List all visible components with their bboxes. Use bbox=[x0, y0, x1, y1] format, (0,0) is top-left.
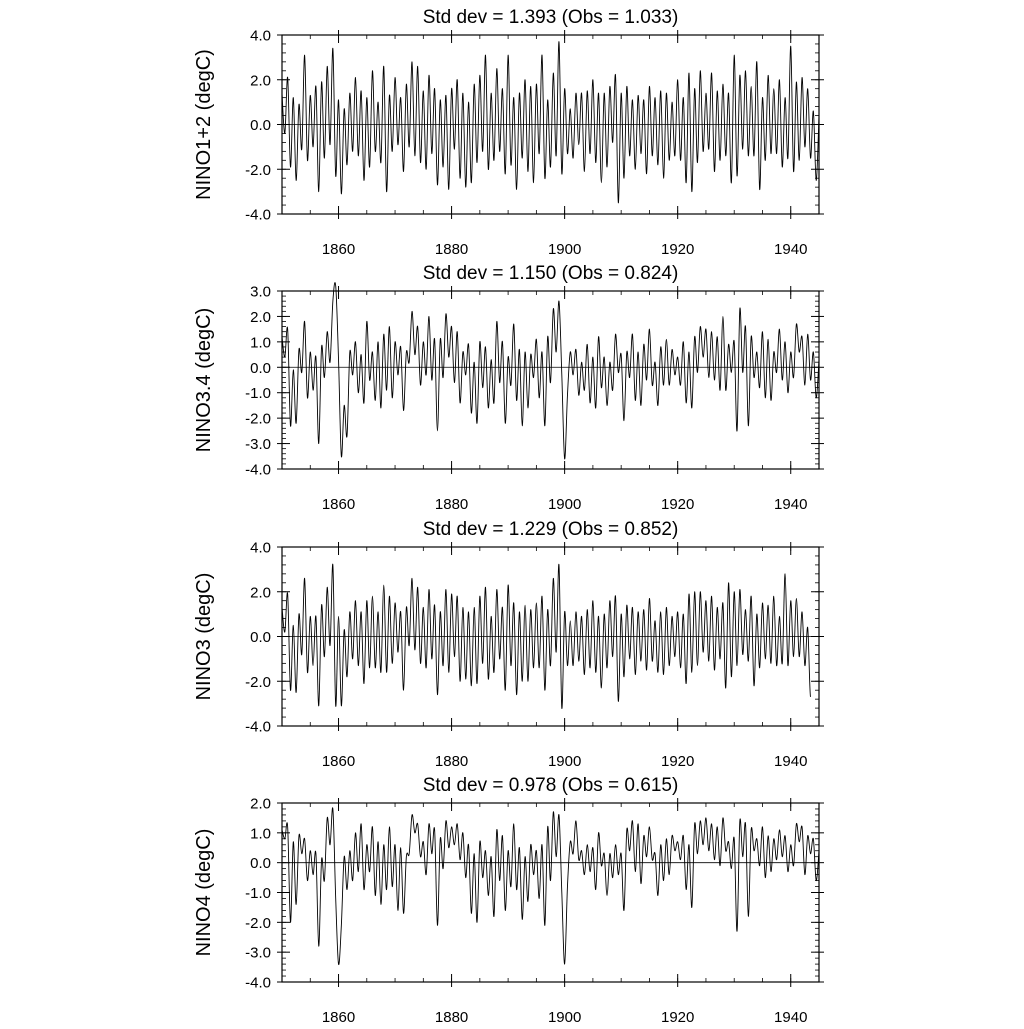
x-tick-label: 1860 bbox=[322, 496, 355, 513]
y-tick-label: -4.0 bbox=[245, 719, 271, 736]
x-tick-label: 1940 bbox=[774, 1009, 807, 1024]
y-tick-label: 2.0 bbox=[250, 309, 271, 326]
panel-title: Std dev = 1.393 (Obs = 1.033) bbox=[423, 7, 679, 28]
y-axis-label: NINO4 (degC) bbox=[193, 829, 215, 957]
series-line bbox=[281, 807, 820, 965]
x-tick-label: 1860 bbox=[322, 241, 355, 258]
y-tick-label: -2.0 bbox=[245, 411, 271, 428]
x-tick-label: 1900 bbox=[548, 1009, 581, 1024]
plot-frame bbox=[281, 546, 820, 727]
series-line bbox=[281, 281, 820, 460]
x-tick-label: 1860 bbox=[322, 1009, 355, 1024]
y-tick-label: -4.0 bbox=[245, 975, 271, 992]
y-tick-label: -4.0 bbox=[245, 207, 271, 224]
x-tick-label: 1940 bbox=[774, 753, 807, 770]
y-tick-label: -3.0 bbox=[245, 945, 271, 962]
y-tick-label: 0.0 bbox=[250, 360, 271, 377]
y-tick-label: -2.0 bbox=[245, 915, 271, 932]
x-tick-label: 1860 bbox=[322, 753, 355, 770]
y-tick-label: 1.0 bbox=[250, 825, 271, 842]
plot-frame bbox=[281, 802, 820, 983]
x-tick-label: 1920 bbox=[661, 1009, 694, 1024]
y-tick-label: -3.0 bbox=[245, 436, 271, 453]
x-tick-label: 1920 bbox=[661, 496, 694, 513]
x-tick-label: 1920 bbox=[661, 241, 694, 258]
chart-panel-4: Std dev = 0.978 (Obs = 0.615) NINO4 (degC… bbox=[193, 775, 824, 1026]
series-line bbox=[281, 41, 820, 204]
y-tick-label: -2.0 bbox=[245, 674, 271, 691]
x-tick-label: 1900 bbox=[548, 241, 581, 258]
series-line bbox=[281, 563, 811, 709]
plot-frame bbox=[281, 34, 820, 215]
plot-frame bbox=[281, 290, 820, 470]
y-axis-label: NINO3 (degC) bbox=[193, 573, 215, 701]
y-tick-label: 0.0 bbox=[250, 855, 271, 872]
x-tick-label: 1880 bbox=[435, 241, 468, 258]
y-tick-label: 3.0 bbox=[250, 284, 271, 301]
y-axis-label: NINO3.4 (degC) bbox=[193, 308, 215, 453]
y-tick-label: 4.0 bbox=[250, 28, 271, 45]
chart-panel-1: Std dev = 1.393 (Obs = 1.033) NINO1+2 (de… bbox=[193, 7, 824, 258]
y-tick-label: -2.0 bbox=[245, 162, 271, 179]
x-tick-label: 1920 bbox=[661, 753, 694, 770]
panel-title: Std dev = 1.150 (Obs = 0.824) bbox=[423, 263, 679, 284]
panel-title: Std dev = 0.978 (Obs = 0.615) bbox=[423, 775, 679, 796]
panel-title: Std dev = 1.229 (Obs = 0.852) bbox=[423, 519, 679, 540]
x-tick-label: 1940 bbox=[774, 241, 807, 258]
chart-panel-3: Std dev = 1.229 (Obs = 0.852) NINO3 (degC… bbox=[193, 519, 824, 770]
y-tick-label: 0.0 bbox=[250, 117, 271, 134]
x-tick-label: 1900 bbox=[548, 753, 581, 770]
chart-panel-2: Std dev = 1.150 (Obs = 0.824) NINO3.4 (de… bbox=[193, 263, 824, 513]
x-tick-label: 1940 bbox=[774, 496, 807, 513]
y-tick-label: 4.0 bbox=[250, 540, 271, 557]
y-axis-label: NINO1+2 (degC) bbox=[193, 49, 215, 200]
y-tick-label: 2.0 bbox=[250, 72, 271, 89]
y-tick-label: 2.0 bbox=[250, 584, 271, 601]
y-tick-label: 0.0 bbox=[250, 629, 271, 646]
x-tick-label: 1880 bbox=[435, 1009, 468, 1024]
x-tick-label: 1880 bbox=[435, 496, 468, 513]
y-tick-label: -4.0 bbox=[245, 462, 271, 479]
y-tick-label: 1.0 bbox=[250, 334, 271, 351]
x-tick-label: 1900 bbox=[548, 496, 581, 513]
x-tick-label: 1880 bbox=[435, 753, 468, 770]
y-tick-label: -1.0 bbox=[245, 885, 271, 902]
y-tick-label: 2.0 bbox=[250, 796, 271, 813]
y-tick-label: -1.0 bbox=[245, 385, 271, 402]
